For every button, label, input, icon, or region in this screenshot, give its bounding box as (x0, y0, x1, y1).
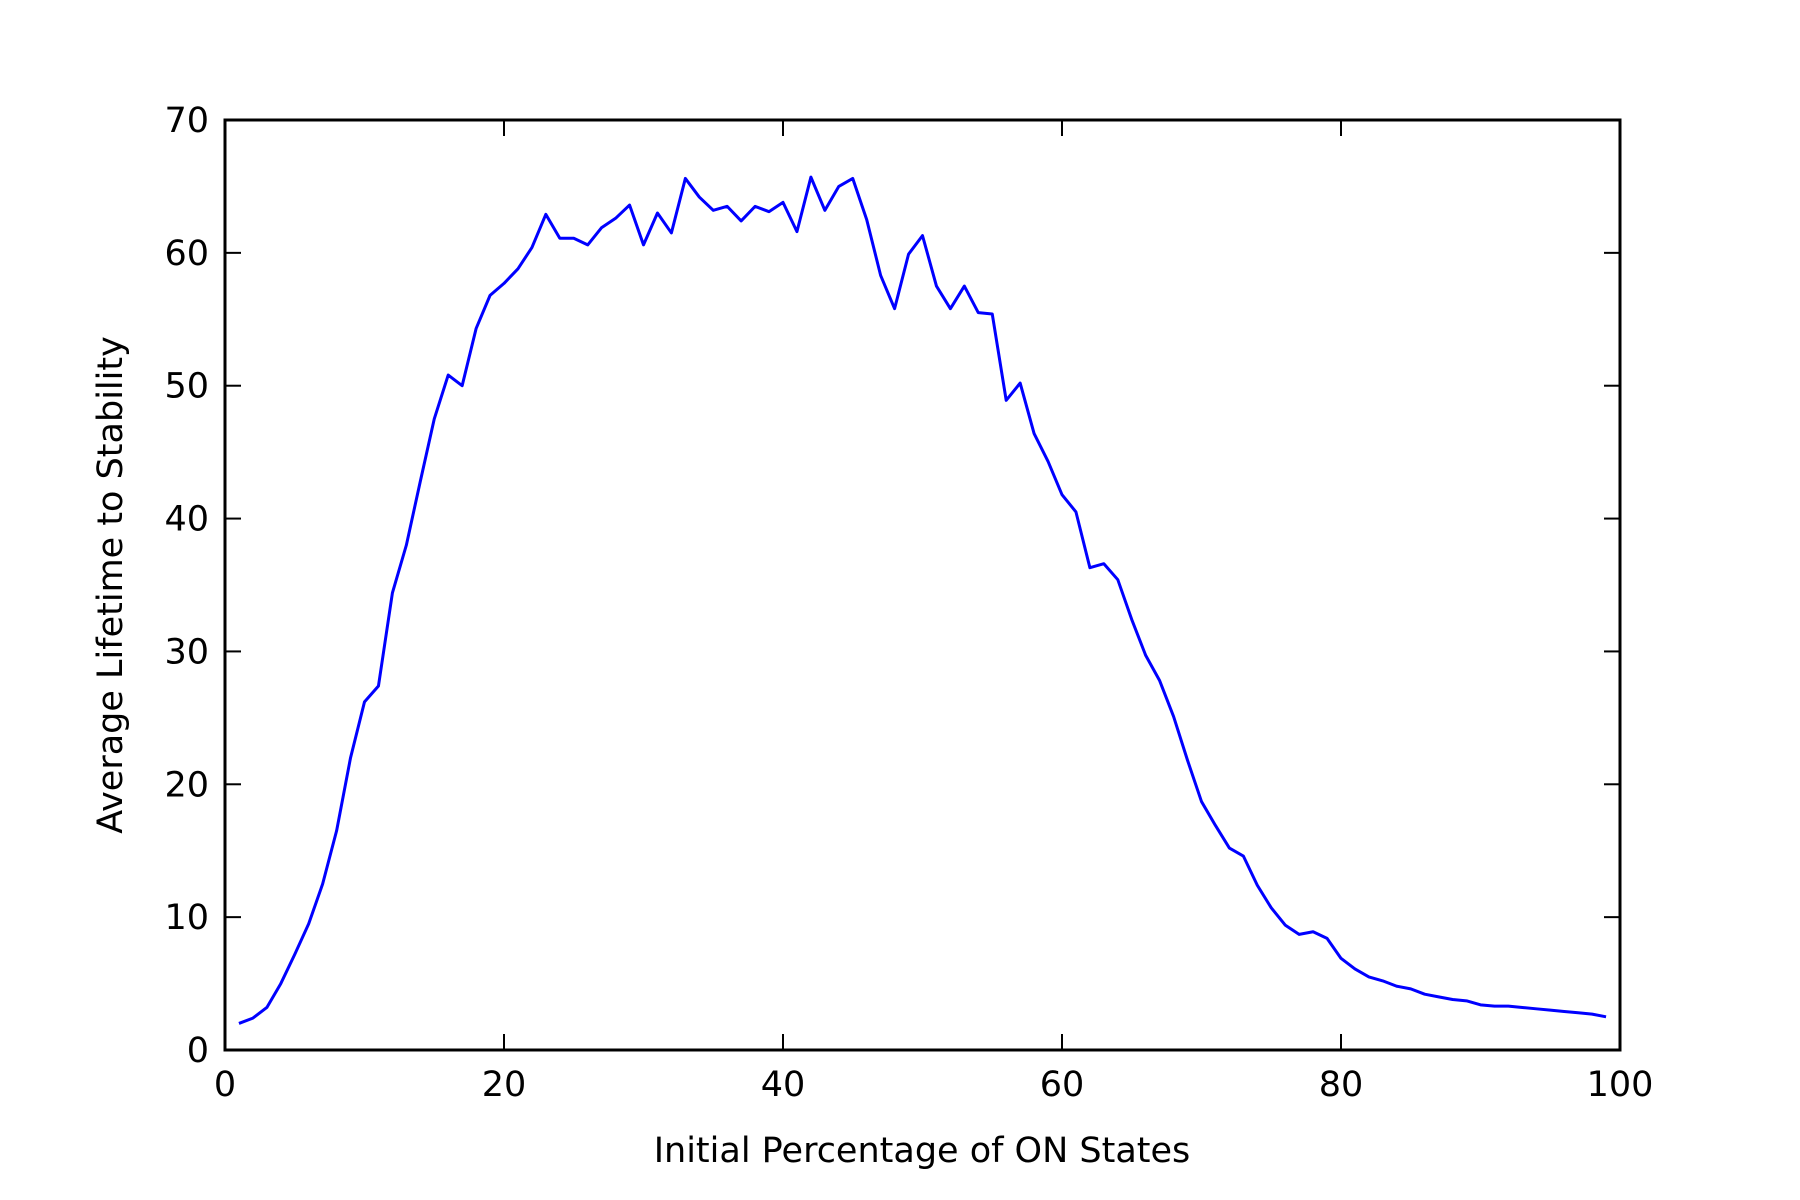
x-tick-label: 100 (1587, 1065, 1654, 1105)
x-tick-label: 20 (482, 1065, 527, 1105)
x-axis-tick-labels: 0 20 40 60 80 100 (214, 1065, 1654, 1105)
y-tick-label: 50 (164, 367, 209, 407)
y-tick-label: 60 (164, 234, 209, 274)
plot-frame (223, 118, 1622, 1052)
x-tick-label: 40 (761, 1065, 806, 1105)
series-line (238, 175, 1607, 1025)
x-tick-label: 0 (214, 1065, 236, 1105)
y-tick-label: 0 (187, 1031, 209, 1071)
x-axis-ticks (224, 120, 1621, 1050)
y-tick-label: 10 (164, 898, 209, 938)
x-tick-label: 60 (1040, 1065, 1085, 1105)
y-axis-tick-labels: 0 10 20 30 40 50 60 70 (164, 101, 209, 1071)
y-tick-label: 30 (164, 632, 209, 672)
y-tick-label: 20 (164, 765, 209, 805)
y-tick-label: 40 (164, 500, 209, 540)
y-axis-ticks (225, 119, 1620, 1051)
y-tick-label: 70 (164, 101, 209, 141)
x-tick-label: 80 (1319, 1065, 1364, 1105)
x-axis-label: Initial Percentage of ON States (654, 1131, 1191, 1171)
y-axis-label: Average Lifetime to Stability (91, 336, 131, 834)
